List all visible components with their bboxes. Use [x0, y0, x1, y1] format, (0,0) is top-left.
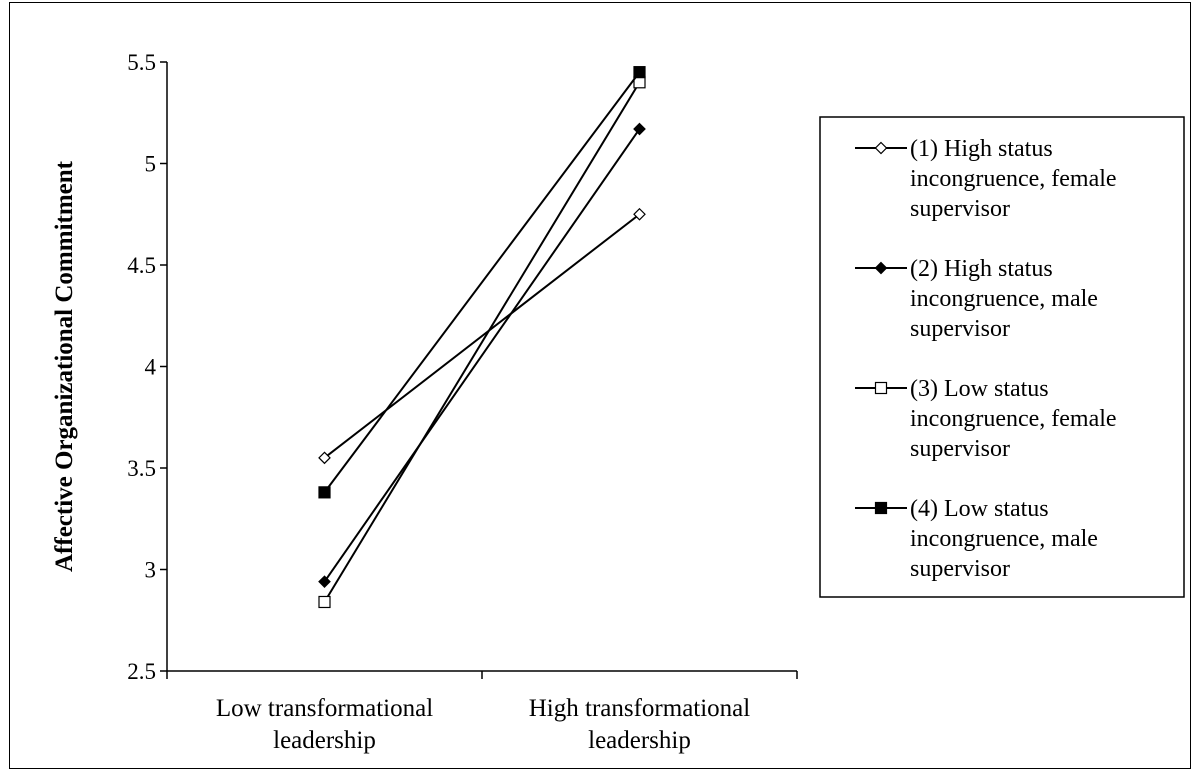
y-tick-label: 3.5	[127, 456, 156, 481]
legend-entry-3: (3) Low status incongruence, female superv…	[910, 376, 1117, 462]
x-tick-label-line: High transformational	[529, 695, 751, 722]
y-axis-label: Affective Organizational Commitment	[51, 160, 78, 572]
legend-box	[819, 116, 1185, 598]
y-tick-label: 3	[145, 558, 157, 583]
y-tick-label: 5	[145, 152, 157, 177]
legend-entry-line: incongruence, male	[910, 526, 1098, 552]
data-point-series-4	[633, 66, 646, 79]
x-tick-label: High transformational leadership	[529, 695, 751, 754]
data-point-series-2	[318, 575, 331, 589]
x-tick-label-line: Low transformational	[216, 695, 433, 722]
y-tick-label: 4.5	[127, 253, 156, 278]
legend-entry-line: (1) High status	[910, 136, 1053, 162]
legend-entry-line: (3) Low status	[910, 376, 1049, 402]
y-tick-label: 4	[145, 355, 157, 380]
data-point-series-4	[318, 486, 331, 499]
y-tick-label: 5.5	[127, 50, 156, 75]
legend-entry-line: (4) Low status	[910, 496, 1049, 522]
legend-entry-line: supervisor	[910, 436, 1010, 462]
legend-entry-1: (1) High status incongruence, female super…	[910, 136, 1117, 222]
data-point-series-1	[318, 451, 331, 465]
legend-entry-2: (2) High status incongruence, male supervi…	[910, 256, 1098, 342]
data-point-series-2	[633, 122, 646, 136]
legend-marker-3	[874, 381, 888, 395]
x-tick-label: Low transformational leadership	[216, 695, 433, 754]
legend-entry-line: incongruence, female	[910, 166, 1117, 192]
data-point-series-3	[318, 595, 331, 609]
data-point-series-1	[633, 207, 646, 221]
legend-marker-2	[874, 261, 888, 275]
legend-entry-line: incongruence, male	[910, 286, 1098, 312]
legend-entry-line: (2) High status	[910, 256, 1053, 282]
x-tick-label-line: leadership	[588, 727, 691, 754]
legend-entry-line: supervisor	[910, 556, 1010, 582]
legend-marker-4	[874, 501, 888, 515]
series-line-4	[323, 71, 641, 493]
y-tick-label: 2.5	[127, 659, 156, 684]
legend-entry-4: (4) Low status incongruence, male supervis…	[910, 496, 1098, 582]
x-tick-label-line: leadership	[273, 727, 376, 754]
series-line-2	[323, 128, 641, 583]
series-line-1	[323, 213, 641, 459]
series-line-3	[323, 81, 641, 603]
legend-marker-1	[874, 141, 888, 155]
legend-entry-line: supervisor	[910, 196, 1010, 222]
legend-entry-line: supervisor	[910, 316, 1010, 342]
legend-entry-line: incongruence, female	[910, 406, 1117, 432]
